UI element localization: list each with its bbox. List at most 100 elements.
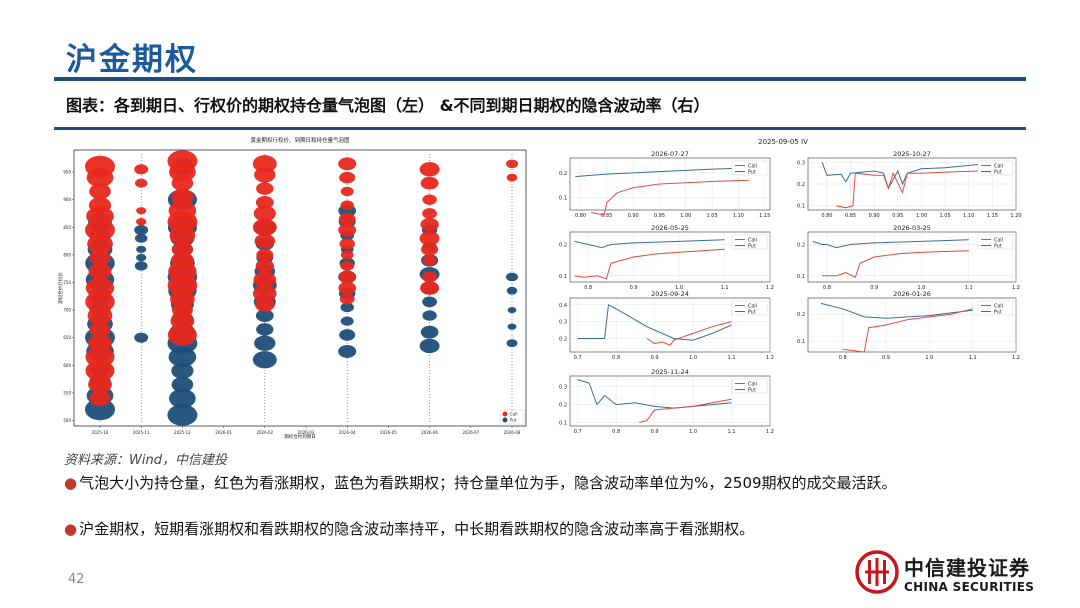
x-tick-label: 1.15 <box>759 213 770 219</box>
x-tick-label: 0.90 <box>628 213 639 219</box>
put-line <box>577 379 732 409</box>
call-bubble <box>169 226 196 245</box>
y-tick-label: 0.1 <box>559 420 567 426</box>
legend-label: Call <box>994 238 1003 244</box>
put-bubble <box>339 329 356 341</box>
company-logo: 中信建投证券 CHINA SECURITIES <box>855 550 1034 600</box>
panel-title: 2025-11-24 <box>651 368 689 376</box>
x-axis-label: 期权合约到期日 <box>284 433 316 440</box>
legend-label: Call <box>748 304 757 310</box>
legend-label: Call <box>748 164 757 170</box>
x-tick-label: 0.8 <box>612 429 620 435</box>
call-bubble <box>87 234 113 254</box>
x-tick-label: 1.2 <box>1012 285 1020 291</box>
y-tick-label: 500 <box>63 418 71 423</box>
call-bubble <box>86 167 114 188</box>
legend-label: Call <box>994 304 1003 310</box>
call-line <box>639 398 732 423</box>
x-tick-label: 1.15 <box>987 213 998 219</box>
x-tick-label: 0.8 <box>839 355 847 361</box>
call-bubble <box>170 290 195 308</box>
x-tick-label: 1.1 <box>969 355 977 361</box>
put-bubble <box>419 338 440 354</box>
x-tick-label: 0.90 <box>869 213 880 219</box>
logo-en: CHINA SECURITIES <box>904 580 1035 594</box>
x-tick-label: 2026-06 <box>421 430 438 435</box>
call-bubble <box>422 208 438 219</box>
call-bubble <box>422 255 437 266</box>
iv-panel-2026-07-27: 2026-07-27 0.80 0.85 0.90 0.95 1.00 1.05 1.10 1.… <box>559 150 770 219</box>
x-tick-label: 1.00 <box>916 213 927 219</box>
call-bubble <box>420 281 440 295</box>
call-bubble <box>253 271 277 288</box>
call-bubble <box>421 243 439 256</box>
put-bubble <box>340 302 354 313</box>
legend-label: Put <box>748 170 756 176</box>
legend-marker <box>502 411 508 417</box>
x-tick-label: 1.1 <box>728 429 736 435</box>
x-tick-label: 2026-05 <box>380 430 397 435</box>
call-bubble <box>340 260 355 271</box>
bullet-2-text: 沪金期权，短期看涨期权和看跌期权的隐含波动率持平，中长期看跌期权的隐含波动率高于… <box>79 520 755 538</box>
panel-title: 2025-10-27 <box>893 150 931 158</box>
call-bubble <box>422 194 437 205</box>
put-bubble <box>134 233 148 243</box>
source-note: 资料来源：Wind，中信建投 <box>64 453 227 468</box>
x-tick-label: 1.1 <box>965 285 973 291</box>
call-bubble <box>506 173 518 182</box>
call-bubble <box>85 291 115 313</box>
call-bubble <box>89 183 111 200</box>
x-tick-label: 1.20 <box>1010 213 1021 219</box>
legend-label: Put <box>748 310 756 316</box>
put-line <box>575 167 749 178</box>
x-tick-label: 0.80 <box>575 213 586 219</box>
put-bubble <box>506 286 518 295</box>
chart-title: 黄金期权行权价、到期日和持仓量气泡图 <box>250 136 350 144</box>
y-tick-label: 800 <box>63 252 71 257</box>
x-tick-label: 1.2 <box>1012 355 1020 361</box>
call-line <box>822 250 969 279</box>
call-bubble <box>87 306 113 325</box>
put-bubble <box>85 398 115 421</box>
x-tick-label: 2026-04 <box>339 430 356 435</box>
y-tick-label: 0.3 <box>559 385 567 391</box>
x-tick-label: 1.0 <box>675 285 683 291</box>
put-line <box>574 239 725 249</box>
panel-title: 2026-07-27 <box>651 150 689 158</box>
y-tick-label: 0.1 <box>797 204 805 210</box>
x-tick-label: 1.05 <box>707 213 718 219</box>
call-bubble <box>339 171 356 184</box>
x-tick-label: 1.0 <box>689 429 697 435</box>
x-tick-label: 0.9 <box>870 285 878 291</box>
call-bubble <box>338 213 356 225</box>
iv-chart: 2025-09-05 IV 2026-07-27 0.80 0.85 0.90 0.95 1… <box>559 138 1022 435</box>
x-tick-label: 1.05 <box>940 213 951 219</box>
y-axis-label: 期权合约行权价 <box>57 272 64 304</box>
y-tick-label: 600 <box>63 363 71 368</box>
put-bubble <box>171 362 194 379</box>
call-bubble <box>339 238 355 250</box>
y-tick-label: 0.2 <box>797 312 805 318</box>
put-bubble <box>422 310 437 321</box>
put-bubble <box>254 335 276 351</box>
y-tick-label: 0.2 <box>559 243 567 249</box>
y-tick-label: 0.1 <box>559 274 567 280</box>
call-bubble <box>89 249 111 266</box>
call-bubble <box>88 263 112 280</box>
bullet-dot-icon: ● <box>64 474 78 492</box>
call-bubble <box>338 281 357 295</box>
legend-label: Put <box>748 244 756 250</box>
x-tick-label: 0.80 <box>821 213 832 219</box>
legend-label: Call <box>748 238 757 244</box>
call-bubble <box>506 159 518 169</box>
put-bubble <box>506 272 518 282</box>
put-bubble <box>506 339 518 348</box>
call-bubble <box>171 188 194 205</box>
x-tick-label: 0.85 <box>845 213 856 219</box>
x-tick-label: 0.9 <box>651 429 659 435</box>
call-bubble <box>338 223 357 237</box>
put-line <box>577 304 732 341</box>
figure-caption: 图表：各到期日、行权价的期权持仓量气泡图（左） &不同到期日期权的隐含波动率（右… <box>66 96 710 115</box>
